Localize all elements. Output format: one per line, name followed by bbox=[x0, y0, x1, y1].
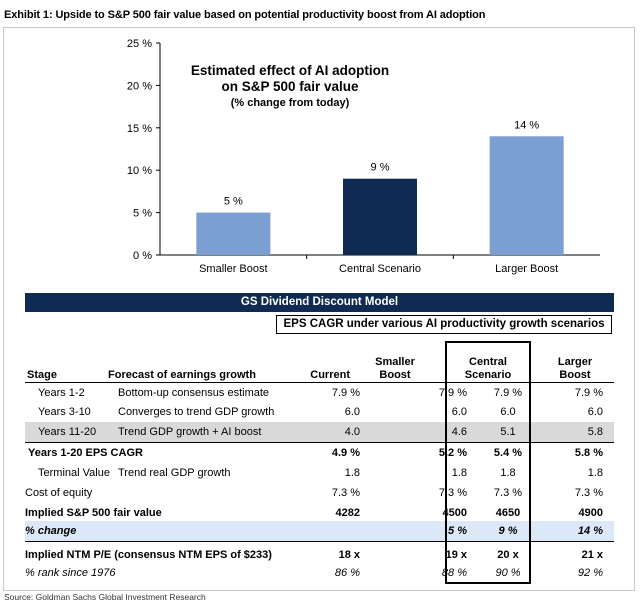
header-smaller: Smaller Boost bbox=[360, 356, 430, 382]
x-tick-label: Smaller Boost bbox=[199, 263, 267, 275]
cell-smaller: 4500 bbox=[442, 507, 467, 519]
cell-current: 6.0 bbox=[344, 406, 360, 418]
header-smaller-line2: Boost bbox=[379, 369, 411, 381]
source-note: Source: Goldman Sachs Global Investment … bbox=[4, 592, 206, 602]
header-larger-line2: Boost bbox=[559, 369, 591, 381]
cell-larger: 4900 bbox=[578, 507, 603, 519]
cell-central: 7.9 % bbox=[493, 387, 523, 399]
cell-larger: 7.3 % bbox=[574, 487, 603, 499]
table-row-implied-pe: Implied NTM P/E (consensus NTM EPS of $2… bbox=[25, 545, 614, 565]
chart-title-line2: on S&P 500 fair value bbox=[221, 79, 359, 94]
cell-stage: Cost of equity bbox=[25, 487, 93, 499]
x-tick-label: Larger Boost bbox=[495, 263, 558, 275]
cell-stage: % change bbox=[25, 525, 77, 537]
eps-cagr-header: EPS CAGR under various AI productivity g… bbox=[276, 315, 612, 334]
cell-smaller: 88 % bbox=[441, 567, 467, 579]
data-label: 14 % bbox=[514, 119, 539, 131]
cell-stage: Years 3-10 bbox=[38, 406, 91, 418]
cell-central: 7.3 % bbox=[493, 487, 523, 499]
cell-current: 4282 bbox=[335, 507, 360, 519]
chart-title-line1: Estimated effect of AI adoption bbox=[190, 63, 390, 78]
header-central: Central Scenario bbox=[445, 356, 531, 382]
table-row-pct-rank: % rank since 1976 86 % 88 % 90 % 92 % bbox=[25, 563, 614, 583]
y-tick-label: 10 % bbox=[127, 165, 152, 177]
cell-current: 86 % bbox=[334, 567, 360, 579]
cell-current: 7.9 % bbox=[331, 387, 360, 399]
cell-larger: 6.0 bbox=[587, 406, 603, 418]
cell-central: 20 x bbox=[497, 549, 519, 561]
cell-smaller: 6.0 bbox=[451, 406, 467, 418]
cell-stage: Implied NTM P/E (consensus NTM EPS of $2… bbox=[25, 549, 272, 561]
cell-forecast: Converges to trend GDP growth bbox=[118, 406, 275, 418]
cell-central: 4650 bbox=[495, 507, 521, 519]
table-row-fair-value: Implied S&P 500 fair value 4282 4500 465… bbox=[25, 503, 614, 523]
header-current: Current bbox=[310, 369, 350, 381]
y-tick-label: 25 % bbox=[127, 38, 152, 50]
table-row-eps-cagr: Years 1-20 EPS CAGR 4.9 % 5.2 % 5.4 % 5.… bbox=[25, 443, 614, 463]
y-tick-label: 0 % bbox=[133, 250, 152, 262]
bar-central-scenario bbox=[343, 178, 417, 255]
cell-current: 4.9 % bbox=[331, 447, 360, 459]
bar-chart: 0 % 5 % 10 % 15 % 20 % 25 % 5 % Smaller Boost 9 … bbox=[127, 38, 600, 275]
cell-smaller: 4.6 bbox=[451, 426, 467, 438]
y-tick-label: 20 % bbox=[127, 80, 152, 92]
header-stage: Stage bbox=[27, 369, 57, 381]
cell-stage: % rank since 1976 bbox=[25, 567, 116, 579]
header-smaller-line1: Smaller bbox=[375, 356, 415, 368]
table-row-years-3-10: Years 3-10 Converges to trend GDP growth… bbox=[25, 402, 614, 422]
cell-stage: Years 1-2 bbox=[38, 387, 85, 399]
table-row-years-11-20: Years 11-20 Trend GDP growth + AI boost … bbox=[25, 422, 614, 443]
cell-larger: 21 x bbox=[581, 549, 603, 561]
cell-forecast: Trend real GDP growth bbox=[118, 467, 231, 479]
cell-current: 18 x bbox=[338, 549, 360, 561]
header-central-line2: Scenario bbox=[464, 369, 512, 381]
cell-stage: Implied S&P 500 fair value bbox=[25, 507, 162, 519]
cell-forecast: Bottom-up consensus estimate bbox=[118, 387, 270, 399]
cell-stage: Years 1-20 EPS CAGR bbox=[28, 447, 143, 459]
cell-central: 5.4 % bbox=[493, 447, 523, 459]
cell-current: 1.8 bbox=[344, 467, 360, 479]
cell-smaller: 5 % bbox=[448, 525, 467, 537]
header-larger: Larger Boost bbox=[540, 356, 610, 382]
central-scenario-highlight-box bbox=[445, 341, 531, 584]
cell-forecast: Trend GDP growth + AI boost bbox=[118, 426, 262, 438]
cell-larger: 5.8 bbox=[587, 426, 603, 438]
cell-central: 9 % bbox=[498, 525, 518, 537]
data-label: 9 % bbox=[371, 162, 390, 174]
y-tick-label: 5 % bbox=[133, 208, 152, 220]
cell-larger: 14 % bbox=[577, 525, 603, 537]
cell-stage: Years 11-20 bbox=[38, 426, 97, 438]
y-tick-label: 15 % bbox=[127, 123, 152, 135]
header-central-line1: Central bbox=[469, 356, 507, 368]
data-label: 5 % bbox=[224, 196, 243, 208]
chart-subtitle: (% change from today) bbox=[230, 97, 350, 109]
cell-current: 4.0 bbox=[344, 426, 360, 438]
header-forecast: Forecast of earnings growth bbox=[108, 369, 256, 381]
cell-stage: Terminal Value bbox=[38, 467, 110, 479]
cell-larger: 92 % bbox=[577, 567, 603, 579]
cell-central: 5.1 bbox=[500, 426, 516, 438]
cell-smaller: 19 x bbox=[445, 549, 467, 561]
cell-larger: 5.8 % bbox=[574, 447, 603, 459]
table-row-pct-change: % change 5 % 9 % 14 % bbox=[25, 521, 614, 542]
cell-larger: 1.8 bbox=[587, 467, 603, 479]
chart-title: Estimated effect of AI adoption on S&P 5… bbox=[160, 63, 420, 111]
bar-smaller-boost bbox=[196, 212, 271, 255]
x-tick-label: Central Scenario bbox=[339, 263, 421, 275]
exhibit-title: Exhibit 1: Upside to S&P 500 fair value … bbox=[4, 9, 486, 21]
cell-central: 6.0 bbox=[500, 406, 516, 418]
cell-larger: 7.9 % bbox=[574, 387, 603, 399]
header-larger-line1: Larger bbox=[557, 356, 593, 368]
exhibit-frame bbox=[3, 27, 635, 591]
cell-current: 7.3 % bbox=[331, 487, 360, 499]
cell-central: 90 % bbox=[495, 567, 521, 579]
cell-smaller: 1.8 bbox=[451, 467, 467, 479]
bar-larger-boost bbox=[489, 136, 564, 255]
table-row-terminal-value: Terminal Value Trend real GDP growth 1.8… bbox=[25, 463, 614, 483]
cell-central: 1.8 bbox=[500, 467, 516, 479]
ddm-banner: GS Dividend Discount Model bbox=[25, 293, 614, 312]
